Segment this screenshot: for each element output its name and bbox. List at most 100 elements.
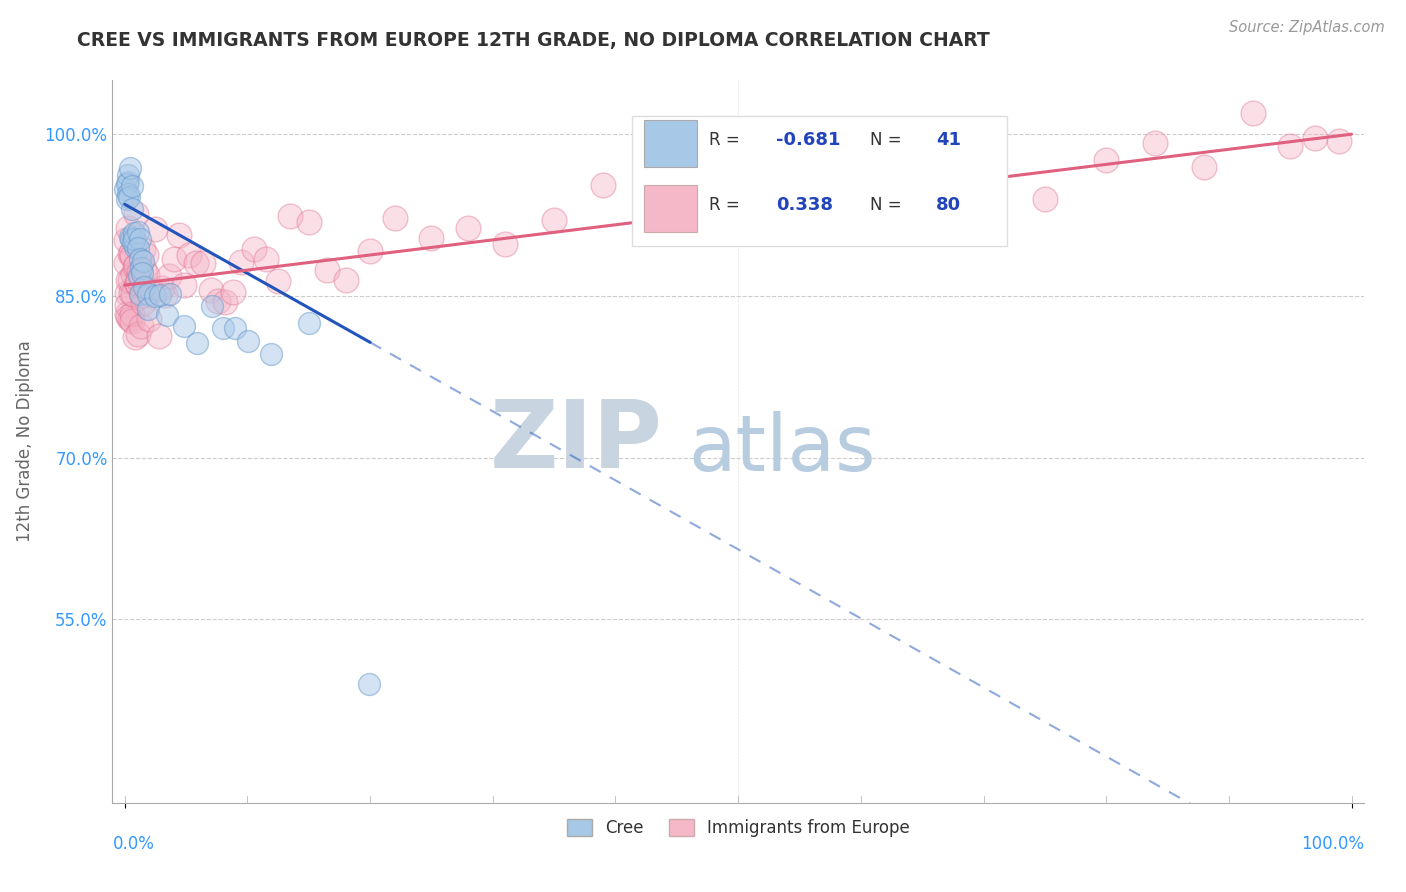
Point <box>128 268 150 283</box>
Text: 80: 80 <box>936 196 960 214</box>
Point <box>167 228 190 243</box>
Point <box>115 256 138 270</box>
Point <box>1033 193 1056 207</box>
Point <box>135 248 157 262</box>
Point <box>132 243 155 257</box>
Point <box>384 211 406 225</box>
Point <box>124 240 146 254</box>
Text: -0.681: -0.681 <box>776 131 841 149</box>
Point <box>121 235 143 249</box>
Point <box>173 319 195 334</box>
FancyBboxPatch shape <box>631 117 1007 246</box>
Point <box>420 231 443 245</box>
Point <box>117 310 139 325</box>
Point <box>120 245 142 260</box>
Point <box>115 307 138 321</box>
Text: CREE VS IMMIGRANTS FROM EUROPE 12TH GRADE, NO DIPLOMA CORRELATION CHART: CREE VS IMMIGRANTS FROM EUROPE 12TH GRAD… <box>77 31 990 50</box>
Point <box>118 246 141 260</box>
Point <box>1095 153 1118 167</box>
Point <box>128 225 150 239</box>
Point <box>125 277 148 292</box>
Point <box>143 288 166 302</box>
Point <box>838 181 860 195</box>
Point <box>148 328 170 343</box>
Point <box>125 207 148 221</box>
Point <box>129 319 152 334</box>
Point <box>134 262 156 277</box>
Point <box>114 182 136 196</box>
Point <box>125 258 148 272</box>
Point <box>207 293 229 308</box>
Point <box>124 260 146 274</box>
Point <box>316 262 339 277</box>
Point <box>117 169 139 183</box>
Text: 0.338: 0.338 <box>776 196 832 214</box>
Point <box>136 286 159 301</box>
Point <box>592 178 614 192</box>
Legend: Cree, Immigrants from Europe: Cree, Immigrants from Europe <box>558 810 918 845</box>
Point <box>120 286 142 301</box>
Point <box>214 295 236 310</box>
Point <box>131 266 153 280</box>
Point <box>131 287 153 301</box>
Point <box>115 177 138 191</box>
Point <box>117 273 139 287</box>
Point <box>186 335 208 350</box>
Text: Source: ZipAtlas.com: Source: ZipAtlas.com <box>1229 20 1385 35</box>
Point <box>457 220 479 235</box>
Point <box>122 287 145 301</box>
Point <box>156 309 179 323</box>
Point <box>238 334 260 349</box>
Point <box>118 230 141 244</box>
Point <box>128 265 150 279</box>
Point <box>1303 131 1326 145</box>
Point <box>177 248 200 262</box>
Point <box>1194 160 1216 174</box>
Text: atlas: atlas <box>688 410 876 487</box>
Text: N =: N = <box>869 196 907 214</box>
Point <box>128 232 150 246</box>
Point <box>184 256 207 270</box>
Point <box>298 214 321 228</box>
Point <box>129 261 152 276</box>
Point <box>359 244 381 259</box>
Point <box>115 298 138 312</box>
Point <box>127 271 149 285</box>
Point <box>145 221 167 235</box>
Point <box>543 213 565 227</box>
Point <box>173 278 195 293</box>
Point <box>115 233 138 247</box>
Point <box>359 677 381 691</box>
Point <box>129 252 152 266</box>
Point <box>118 311 141 326</box>
Point <box>136 302 159 317</box>
Point <box>298 316 321 330</box>
Point <box>120 161 142 175</box>
Point <box>127 241 149 255</box>
Point <box>159 286 181 301</box>
FancyBboxPatch shape <box>644 185 697 232</box>
Point <box>155 288 177 302</box>
Point <box>242 242 264 256</box>
Y-axis label: 12th Grade, No Diploma: 12th Grade, No Diploma <box>15 341 34 542</box>
Point <box>231 255 253 269</box>
Point <box>117 186 139 201</box>
Point <box>138 312 160 326</box>
Point <box>117 221 139 235</box>
Point <box>127 326 149 341</box>
Point <box>280 209 302 223</box>
Point <box>122 226 145 240</box>
Point <box>135 268 157 282</box>
Point <box>1329 134 1351 148</box>
Point <box>121 314 143 328</box>
Point <box>141 284 163 298</box>
Point <box>118 273 141 287</box>
Point <box>703 202 725 216</box>
Point <box>115 192 138 206</box>
Point <box>224 320 246 334</box>
Point <box>150 281 173 295</box>
Point <box>335 273 357 287</box>
Point <box>494 237 516 252</box>
Point <box>115 286 138 301</box>
Point <box>121 250 143 264</box>
